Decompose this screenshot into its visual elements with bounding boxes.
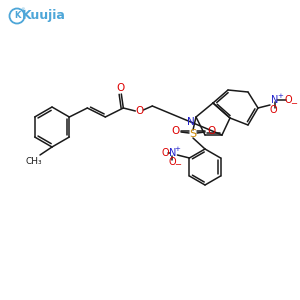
Text: −: − [174,160,181,169]
Text: O: O [162,148,169,158]
Text: ®: ® [20,8,25,13]
Text: CH₃: CH₃ [26,157,42,166]
Text: O: O [169,157,176,167]
Text: O: O [135,106,143,116]
Text: O: O [284,95,292,105]
Text: S: S [189,129,197,139]
Text: O: O [171,126,179,136]
Text: −: − [290,100,298,109]
Text: N: N [187,117,195,127]
Text: Kuujia: Kuujia [22,10,66,22]
Text: O: O [269,105,277,115]
Text: +: + [277,93,283,99]
Text: N: N [169,148,176,158]
Text: +: + [175,146,180,152]
Text: O: O [207,126,215,136]
Text: O: O [116,83,124,93]
Text: N: N [271,95,279,105]
Text: K: K [14,11,20,20]
